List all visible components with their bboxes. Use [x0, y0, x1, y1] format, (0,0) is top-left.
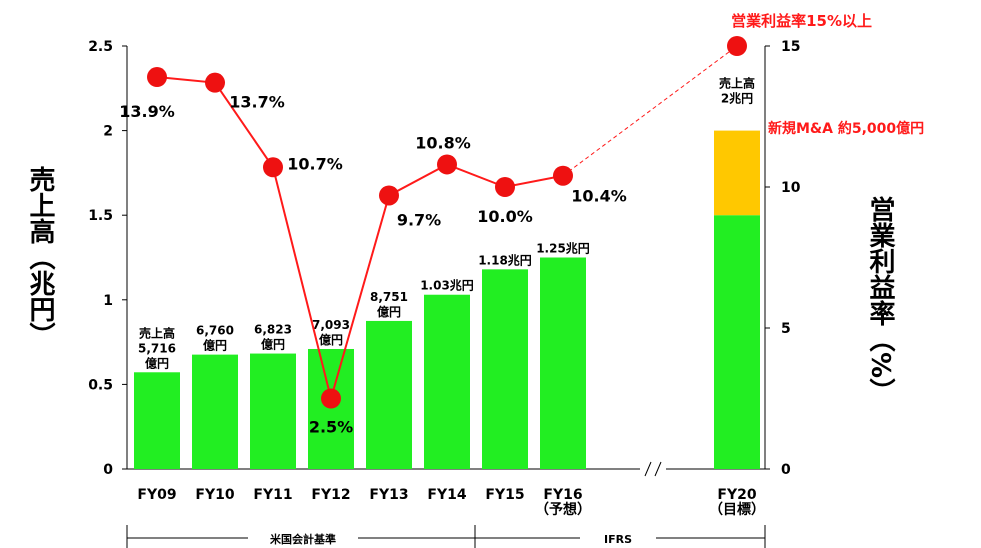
- x-tick-label: FY11: [253, 487, 292, 503]
- period-label: 米国会計基準: [269, 532, 336, 546]
- line-point: [147, 67, 167, 88]
- axis-break-bg: [640, 458, 666, 476]
- line-value-label: 10.0%: [477, 207, 533, 226]
- bar: [250, 353, 296, 469]
- period-label: IFRS: [604, 533, 632, 546]
- bar: [192, 354, 238, 469]
- y2-tick-label: 15: [781, 39, 800, 55]
- line-value-label: 10.8%: [415, 133, 471, 152]
- x-tick-label: FY16 （予想）: [535, 487, 591, 518]
- line-point: [205, 72, 225, 93]
- line-value-label: 9.7%: [397, 210, 441, 229]
- axis-break: [644, 461, 662, 477]
- bar: [714, 215, 760, 469]
- x-tick-label: FY10: [195, 487, 234, 503]
- bar-value-label: 1.18兆円: [478, 252, 532, 267]
- bar-value-label: 7,093 億円: [312, 318, 350, 347]
- x-tick-label: FY15: [485, 487, 524, 503]
- x-tick-label: FY09: [137, 487, 176, 503]
- y-tick-label: 1: [103, 293, 113, 309]
- line-point: [263, 157, 283, 178]
- line-value-label: 10.7%: [287, 154, 343, 173]
- line-value-label: 13.9%: [119, 102, 175, 121]
- line: [156, 76, 564, 403]
- y-tick-label: 2.5: [88, 39, 113, 55]
- y-axis-title: 売上高（兆円）: [25, 166, 55, 348]
- line-point: [495, 177, 515, 197]
- y-tick-label: 0.5: [88, 377, 113, 393]
- line-point: [379, 185, 399, 206]
- bar: [424, 294, 470, 469]
- series-label: 新規M&A 約5,000億円: [768, 120, 924, 137]
- bar: [308, 348, 354, 469]
- line-point: [727, 36, 747, 56]
- line-value-label: 2.5%: [309, 418, 353, 437]
- line-value-label: 10.4%: [571, 187, 627, 206]
- line-point: [553, 165, 573, 186]
- bar-value-label: 8,751 億円: [370, 290, 408, 319]
- bar: [482, 269, 528, 469]
- y-tick-label: 1.5: [88, 208, 113, 224]
- bar: [540, 257, 586, 469]
- x-tick-label: FY13: [369, 487, 408, 503]
- line-point: [321, 388, 341, 409]
- y2-axis-title: 営業利益率（%）: [865, 196, 895, 404]
- annotation: 売上高 2兆円: [719, 76, 755, 106]
- line-point: [437, 154, 457, 175]
- bar: [134, 372, 180, 469]
- period-label-bg: [248, 529, 358, 547]
- annotation: 営業利益率15%以上: [731, 12, 872, 30]
- y2-tick-label: 0: [781, 462, 791, 478]
- bar: [366, 320, 412, 469]
- bar-value-label: 1.03兆円: [420, 278, 474, 293]
- period-label-bg: [580, 529, 656, 547]
- x-tick-label: FY20 （目標）: [709, 487, 765, 518]
- y-tick-label: 2: [103, 124, 113, 140]
- projection-line: [562, 45, 738, 177]
- bar-value-label: 6,823 億円: [254, 323, 292, 352]
- bar-value-label: 6,760 億円: [196, 324, 234, 353]
- bar-value-label: 1.25兆円: [536, 241, 590, 256]
- bar-value-label: 売上高 5,716 億円: [138, 325, 176, 370]
- line-value-label: 13.7%: [229, 93, 285, 112]
- bar: [714, 130, 760, 216]
- y2-tick-label: 10: [781, 180, 801, 196]
- y2-tick-label: 5: [781, 321, 791, 337]
- y-tick-label: 0: [103, 462, 113, 478]
- x-tick-label: FY14: [427, 487, 466, 503]
- x-tick-label: FY12: [311, 487, 350, 503]
